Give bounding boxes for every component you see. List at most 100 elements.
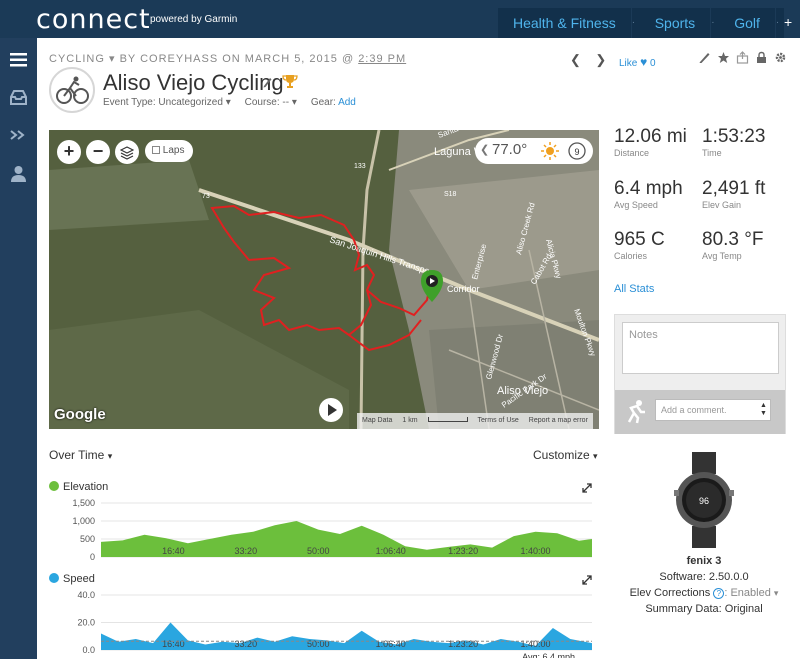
activity-type[interactable]: CYCLING bbox=[49, 53, 105, 65]
route-map[interactable]: Laguna Woods Aliso Viejo San Joaquin Hil… bbox=[49, 130, 599, 429]
top-nav: Health & Fitness · Sports · Golf · bbox=[498, 8, 784, 38]
svg-text:9: 9 bbox=[574, 147, 579, 157]
x-tick-label: 1:23:20 bbox=[448, 639, 478, 649]
event-type-caret[interactable]: ▾ bbox=[225, 97, 231, 108]
nav-sports[interactable]: Sports bbox=[640, 8, 712, 38]
route-133-label: 133 bbox=[354, 163, 366, 170]
inbox-icon[interactable] bbox=[9, 88, 28, 107]
nav-separator-dot: · bbox=[631, 17, 636, 28]
elev-corrections-select[interactable]: : Enabled bbox=[724, 587, 771, 599]
laps-toggle[interactable]: Laps bbox=[145, 140, 193, 162]
comment-stepper[interactable]: ▲ ▼ bbox=[760, 402, 767, 417]
menu-icon[interactable] bbox=[9, 50, 28, 69]
all-stats-link[interactable]: All Stats bbox=[614, 283, 655, 295]
weather-prev-chevron-icon[interactable]: ❮ bbox=[480, 144, 490, 156]
y-tick-label: 1,500 bbox=[72, 498, 95, 508]
expand-elevation-icon[interactable] bbox=[582, 483, 592, 493]
connect-logo[interactable]: connect bbox=[36, 4, 151, 35]
zoom-in-button[interactable]: + bbox=[57, 140, 81, 164]
settings-gear-icon[interactable] bbox=[774, 51, 787, 64]
x-tick-label: 1:06:40 bbox=[376, 639, 406, 649]
event-type-select[interactable]: Uncategorized bbox=[158, 97, 223, 108]
user-icon[interactable] bbox=[9, 164, 28, 183]
edit-title-pencil-icon[interactable] bbox=[262, 76, 272, 88]
play-icon bbox=[328, 404, 337, 416]
commenter-avatar-icon bbox=[627, 400, 645, 424]
sun-icon bbox=[541, 142, 559, 160]
user-link[interactable]: COREYHASS bbox=[140, 53, 219, 65]
x-tick-label: 50:00 bbox=[307, 546, 330, 556]
nav-health-fitness[interactable]: Health & Fitness bbox=[498, 8, 632, 38]
y-tick-label: 500 bbox=[80, 534, 95, 544]
y-tick-label: 20.0 bbox=[77, 618, 95, 628]
expand-speed-icon[interactable] bbox=[582, 575, 592, 585]
like-control[interactable]: Like ♥ 0 bbox=[619, 55, 656, 69]
gear-add-link[interactable]: Add bbox=[338, 97, 356, 108]
heart-icon[interactable]: ♥ bbox=[640, 55, 648, 69]
customize-dropdown[interactable]: Customize ▾ bbox=[533, 448, 598, 462]
favorite-star-icon[interactable] bbox=[717, 51, 730, 64]
by-label: BY bbox=[119, 53, 137, 65]
zoom-out-button[interactable]: − bbox=[86, 140, 110, 164]
watch-icon: 96 bbox=[674, 452, 734, 548]
stat-time: 1:53:23 Time bbox=[702, 126, 766, 158]
over-time-dropdown[interactable]: Over Time ▾ bbox=[49, 448, 113, 462]
top-bar: connect powered by Garmin Health & Fitne… bbox=[0, 0, 800, 38]
charts-area: 1,500 1,000 500 0 16:40 33:20 50:00 1:06:40 1:23… bbox=[72, 498, 592, 658]
previous-activity-chevron-icon[interactable]: ❮ bbox=[570, 52, 581, 67]
y-tick-label: 0 bbox=[90, 552, 95, 562]
export-icon[interactable] bbox=[736, 51, 749, 64]
nav-golf[interactable]: Golf bbox=[719, 8, 776, 38]
corridor-label: Corridor bbox=[447, 284, 480, 294]
device-summary: Summary Data: Original bbox=[645, 603, 763, 615]
privacy-lock-icon[interactable] bbox=[755, 51, 768, 64]
x-tick-label: 1:23:20 bbox=[448, 546, 478, 556]
gear-label: Gear: bbox=[310, 97, 336, 108]
stat-avg-speed: 6.4 mph Avg Speed bbox=[614, 178, 683, 210]
route-s18-label: S18 bbox=[444, 191, 457, 198]
device-name: fenix 3 bbox=[686, 555, 722, 567]
map-scale: 1 km bbox=[402, 417, 418, 424]
device-image: 96 bbox=[614, 452, 794, 553]
elev-corrections-caret[interactable]: ▾ bbox=[773, 588, 779, 598]
map-layers-button[interactable] bbox=[115, 140, 139, 164]
laps-label: Laps bbox=[162, 145, 185, 156]
elev-corrections: Elev Corrections ?: Enabled ▾ bbox=[629, 587, 779, 599]
route-73-label: 73 bbox=[202, 193, 210, 200]
activity-toolbar bbox=[698, 51, 787, 64]
x-tick-label: 50:00 bbox=[307, 639, 330, 649]
course-caret[interactable]: ▾ bbox=[291, 97, 297, 108]
map-data-link[interactable]: Map Data bbox=[362, 417, 393, 424]
event-type-label: Event Type: bbox=[103, 97, 156, 108]
stat-calories: 965 C Calories bbox=[614, 229, 665, 261]
segments-icon[interactable] bbox=[9, 126, 28, 145]
map-footer: Map Data 1 km Terms of Use Report a map … bbox=[357, 413, 593, 429]
course-select[interactable]: -- bbox=[282, 97, 290, 108]
next-activity-chevron-icon[interactable]: ❯ bbox=[595, 52, 607, 67]
notes-textarea[interactable]: Notes bbox=[622, 322, 779, 374]
activity-type-caret[interactable]: ▾ bbox=[108, 53, 116, 65]
trophy-icon[interactable] bbox=[282, 73, 298, 89]
elevation-chart-title: Elevation bbox=[49, 481, 108, 493]
page-title: Aliso Viejo Cycling bbox=[103, 70, 284, 95]
like-label[interactable]: Like bbox=[619, 58, 638, 69]
activity-avatar bbox=[49, 67, 95, 113]
report-map-error-link[interactable]: Report a map error bbox=[528, 417, 588, 424]
y-tick-label: 1,000 bbox=[72, 516, 95, 526]
activity-pager: ❮ ❯ bbox=[570, 52, 606, 68]
activity-time[interactable]: 2:39 PM bbox=[358, 53, 407, 65]
elevation-legend-dot bbox=[49, 481, 59, 491]
aliso-viejo-label: Aliso Viejo bbox=[497, 385, 548, 397]
help-icon[interactable]: ? bbox=[713, 588, 725, 599]
nav-plus-button[interactable]: + bbox=[784, 14, 793, 30]
like-count: 0 bbox=[650, 58, 656, 69]
x-tick-label: 16:40 bbox=[162, 546, 185, 556]
edit-pencil-icon[interactable] bbox=[698, 51, 711, 64]
laps-checkbox[interactable] bbox=[152, 146, 160, 154]
activity-byline: CYCLING ▾ BY COREYHASS ON MARCH 5, 2015 … bbox=[49, 52, 406, 65]
y-tick-label: 40.0 bbox=[77, 590, 95, 600]
comment-input[interactable]: Add a comment. bbox=[655, 399, 771, 421]
terms-of-use-link[interactable]: Terms of Use bbox=[477, 417, 519, 424]
weather-temperature: 77.0° bbox=[492, 141, 528, 158]
play-route-button[interactable] bbox=[319, 398, 343, 422]
